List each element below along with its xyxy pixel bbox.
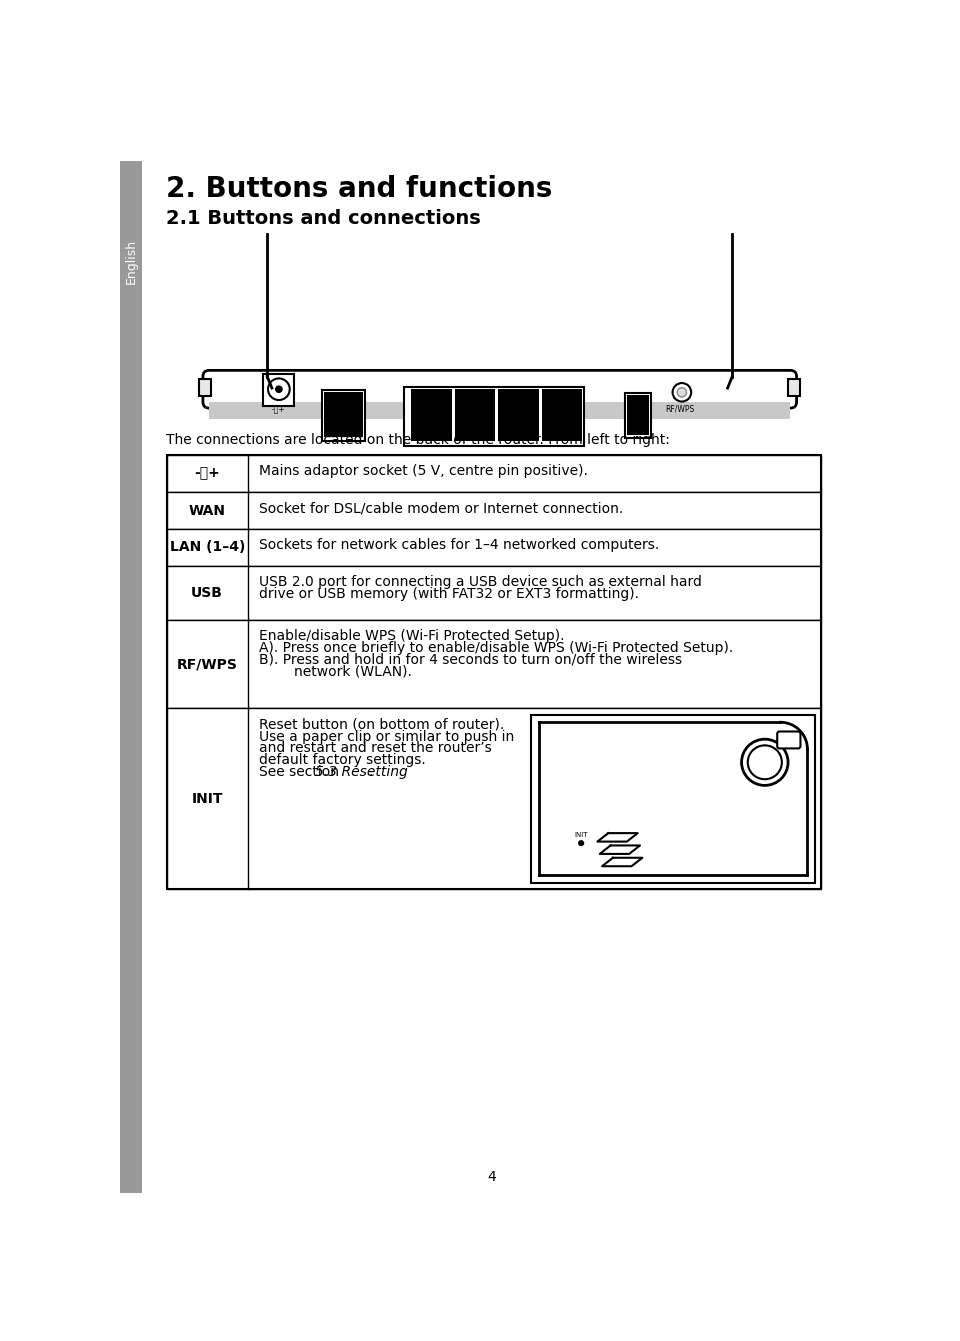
Bar [120,161,142,1193]
Bar [625,393,651,439]
Text: and restart and reset the router’s: and restart and reset the router’s [259,742,492,755]
Bar [166,708,822,889]
Bar [166,492,822,528]
Bar [166,566,822,620]
Bar [455,389,495,441]
Text: WAN: WAN [334,405,352,413]
Text: Mains adaptor socket (5 V, centre pin positive).: Mains adaptor socket (5 V, centre pin po… [259,464,588,479]
Bar [166,528,822,566]
Text: See section: See section [259,766,343,779]
Text: WAN: WAN [189,503,226,518]
Text: LAN3: LAN3 [508,405,528,413]
Text: 5.3 Resetting: 5.3 Resetting [315,766,407,779]
Text: A). Press once briefly to enable/disable WPS (Wi-Fi Protected Setup).: A). Press once briefly to enable/disable… [259,641,733,654]
Circle shape [677,388,686,397]
Text: The connections are located on the back of the router. From left to right:: The connections are located on the back … [166,433,670,447]
Text: 2.1 Buttons and connections: 2.1 Buttons and connections [166,209,481,228]
Bar [412,389,452,441]
Text: 4: 4 [488,1171,496,1184]
Bar [322,390,365,441]
Bar [166,620,822,708]
Text: RF/WPS: RF/WPS [665,405,694,413]
Circle shape [578,839,585,846]
FancyBboxPatch shape [778,731,801,748]
Text: USB 2.0 port for connecting a USB device such as external hard: USB 2.0 port for connecting a USB device… [259,575,702,589]
Text: -ⓒ+: -ⓒ+ [272,405,286,413]
Text: Socket for DSL/cable modem or Internet connection.: Socket for DSL/cable modem or Internet c… [259,502,623,515]
Text: default factory settings.: default factory settings. [259,754,425,767]
Text: RF/WPS: RF/WPS [177,657,238,670]
Bar [263,374,295,406]
Text: Enable/disable WPS (Wi-Fi Protected Setup).: Enable/disable WPS (Wi-Fi Protected Setu… [259,629,564,644]
Text: LAN2: LAN2 [464,405,484,413]
Bar [166,455,822,492]
Text: LAN4: LAN4 [553,405,573,413]
Text: 2. Buttons and functions: 2. Buttons and functions [166,174,553,202]
Circle shape [673,384,691,401]
Text: INIT: INIT [191,793,223,806]
Bar [788,380,801,397]
Bar [199,380,211,397]
Text: drive or USB memory (with FAT32 or EXT3 formatting).: drive or USB memory (with FAT32 or EXT3 … [259,587,638,601]
FancyBboxPatch shape [203,370,797,408]
Bar [324,392,363,437]
Text: English: English [125,239,137,283]
Text: Use a paper clip or similar to push in: Use a paper clip or similar to push in [259,730,514,743]
Text: LAN 1: LAN 1 [418,405,440,413]
Bar [498,389,539,441]
Text: -ⓒ+: -ⓒ+ [194,467,220,480]
Bar [627,396,649,434]
Text: Sockets for network cables for 1–4 networked computers.: Sockets for network cables for 1–4 netwo… [259,538,659,552]
Text: B). Press and hold in for 4 seconds to turn on/off the wireless: B). Press and hold in for 4 seconds to t… [259,653,682,666]
Bar [209,402,790,418]
Bar [404,386,585,445]
Text: INIT: INIT [574,831,588,838]
Text: network (WLAN).: network (WLAN). [259,665,412,679]
Circle shape [748,746,781,779]
Bar [541,389,582,441]
Text: Reset button (on bottom of router).: Reset button (on bottom of router). [259,717,504,732]
Bar [531,715,815,884]
Circle shape [275,385,283,393]
Text: USB: USB [191,586,223,599]
Text: LAN (1–4): LAN (1–4) [170,540,245,554]
Text: USB: USB [630,405,645,413]
Circle shape [741,739,788,786]
Text: .: . [369,766,373,779]
Circle shape [268,378,290,400]
Bar [166,455,822,889]
